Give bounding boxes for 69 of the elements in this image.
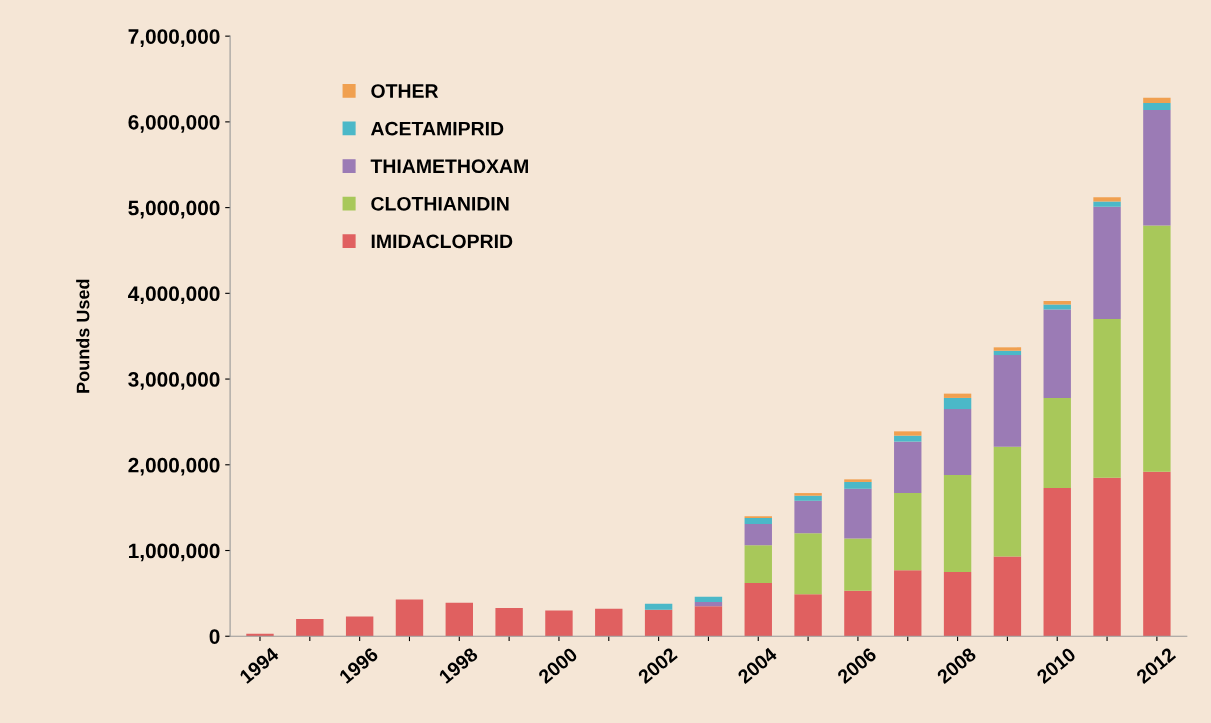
legend-label: ACETAMIPRID [370, 121, 504, 136]
bar [296, 619, 324, 637]
bar [794, 493, 822, 496]
bar [744, 523, 772, 546]
bar [1043, 309, 1071, 398]
bar [1093, 206, 1121, 320]
legend-label: OTHER [371, 84, 439, 98]
bar [943, 409, 972, 476]
y-tick-label: 3,000,000 [128, 372, 220, 390]
bar [943, 393, 972, 398]
bar [794, 495, 822, 501]
bar [894, 441, 922, 494]
bar [943, 397, 972, 410]
bar [1043, 397, 1071, 488]
y-tick-label: 7,000,000 [128, 29, 220, 47]
bar [844, 481, 872, 489]
bar [844, 590, 872, 637]
bar [894, 431, 922, 436]
bar [794, 533, 822, 595]
y-tick-label: 5,000,000 [128, 200, 220, 219]
bar [844, 479, 872, 482]
y-tick-label: 0 [209, 629, 220, 644]
bar [1143, 109, 1171, 226]
bar [644, 609, 673, 637]
bar [794, 594, 822, 637]
bar [993, 446, 1022, 557]
bar [595, 608, 623, 637]
bar [694, 596, 723, 602]
bar [744, 545, 772, 584]
bar [744, 517, 772, 524]
bar [993, 355, 1022, 447]
bar [1093, 477, 1121, 637]
bar [844, 538, 872, 591]
bar [1143, 97, 1171, 104]
bar [1143, 225, 1171, 472]
bar [993, 350, 1022, 356]
bar [894, 435, 922, 442]
bar [1143, 471, 1171, 637]
bar [894, 570, 922, 637]
bar [495, 607, 523, 637]
legend-label: IMIDACLOPRID [371, 234, 513, 249]
bar [1093, 197, 1121, 202]
bar [993, 556, 1022, 637]
bar [894, 493, 922, 571]
bar [1143, 103, 1171, 110]
bar [794, 500, 822, 534]
legend-label: THIAMETHOXAM [370, 159, 528, 174]
bar [744, 583, 772, 637]
bar [445, 602, 473, 637]
y-axis-title: Pounds Used [76, 279, 90, 393]
bar [1043, 304, 1071, 310]
bar [545, 610, 573, 637]
y-tick-label: 6,000,000 [128, 114, 220, 133]
bar [345, 616, 374, 637]
bar [395, 599, 424, 637]
bar [844, 488, 872, 539]
legend-label: CLOTHIANIDIN [371, 196, 509, 211]
bar [943, 475, 972, 572]
bar [1093, 201, 1121, 207]
y-tick-label: 2,000,000 [128, 457, 220, 476]
y-tick-label: 1,000,000 [129, 543, 220, 562]
bar [1093, 319, 1121, 478]
y-tick-label: 4,000,000 [128, 286, 220, 305]
bar [1043, 487, 1071, 637]
bar [694, 601, 723, 607]
bar [943, 571, 972, 637]
bar [694, 606, 723, 637]
bar [644, 603, 673, 610]
bar [993, 347, 1022, 351]
